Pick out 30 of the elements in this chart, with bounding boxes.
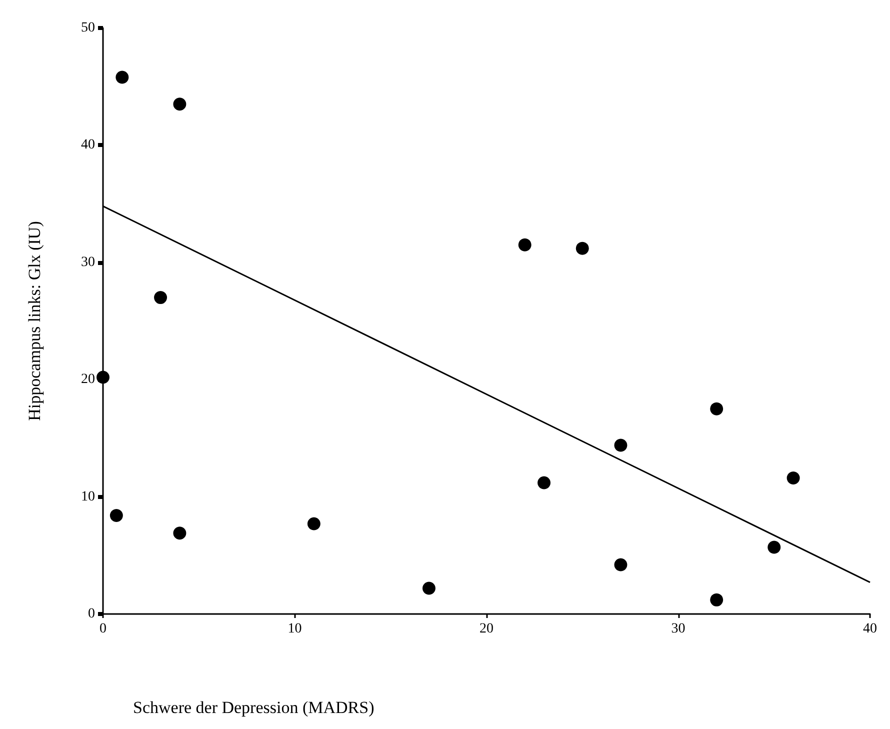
point	[614, 558, 628, 572]
point	[710, 402, 724, 416]
point	[576, 242, 589, 255]
point	[173, 526, 186, 540]
point	[422, 582, 436, 595]
x-tick-label: 40	[863, 622, 877, 636]
point	[614, 438, 628, 452]
point	[116, 70, 129, 84]
y-tick-label: 50	[81, 20, 95, 36]
point	[96, 370, 110, 384]
y-axis-title: Hippocampus links: Glx (IU)	[25, 221, 44, 421]
point	[710, 593, 724, 606]
y-tick-label: 0	[88, 606, 95, 622]
x-axis-title: Schwere der Depression (MADRS)	[133, 698, 374, 717]
point	[786, 472, 800, 485]
point	[307, 517, 320, 530]
point	[173, 98, 186, 111]
point	[154, 291, 168, 304]
x-tick-label: 10	[288, 622, 302, 636]
x-tick-label: 30	[671, 622, 686, 636]
x-tick-label: 20	[480, 622, 494, 636]
point	[768, 540, 781, 554]
x-tick-label: 0	[100, 622, 106, 636]
y-tick-label: 20	[81, 372, 95, 388]
y-tick-label: 40	[81, 138, 95, 153]
y-tick-label: 30	[81, 254, 95, 270]
point	[518, 238, 532, 252]
point	[538, 476, 551, 490]
y-tick-label: 10	[81, 489, 95, 504]
point	[110, 509, 123, 522]
